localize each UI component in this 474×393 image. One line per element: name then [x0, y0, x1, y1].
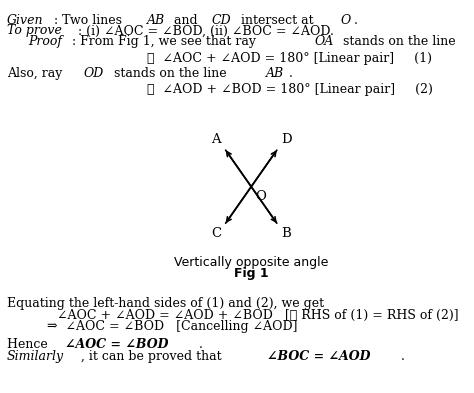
- Text: : From Fig 1, we see that ray: : From Fig 1, we see that ray: [72, 35, 260, 48]
- Text: : Two lines: : Two lines: [54, 14, 126, 27]
- Text: AB: AB: [147, 14, 165, 27]
- Text: To prove: To prove: [7, 24, 62, 37]
- Text: B: B: [281, 227, 291, 240]
- Text: Vertically opposite angle: Vertically opposite angle: [174, 256, 328, 269]
- Text: OD: OD: [84, 67, 104, 80]
- Text: stands on the line: stands on the line: [339, 35, 460, 48]
- Text: CD: CD: [211, 14, 231, 27]
- Text: ∠BOC = ∠AOD: ∠BOC = ∠AOD: [267, 350, 371, 363]
- Text: ∴  ∠AOD + ∠BOD = 180° [Linear pair]     (2): ∴ ∠AOD + ∠BOD = 180° [Linear pair] (2): [147, 83, 433, 96]
- Text: OA: OA: [314, 35, 333, 48]
- Text: O: O: [255, 190, 266, 203]
- Text: ∠AOC + ∠AOD = ∠AOD + ∠BOD   [∵ RHS of (1) = RHS of (2)]: ∠AOC + ∠AOD = ∠AOD + ∠BOD [∵ RHS of (1) …: [57, 309, 458, 322]
- Text: ⇒  ∠AOC = ∠BOD   [Cancelling ∠AOD]: ⇒ ∠AOC = ∠BOD [Cancelling ∠AOD]: [47, 320, 298, 333]
- Text: Given: Given: [7, 14, 44, 27]
- Text: Similarly: Similarly: [7, 350, 64, 363]
- Text: ∴  ∠AOC + ∠AOD = 180° [Linear pair]     (1): ∴ ∠AOC + ∠AOD = 180° [Linear pair] (1): [147, 52, 432, 65]
- Text: .: .: [199, 338, 202, 351]
- Text: .: .: [401, 350, 405, 363]
- Text: D: D: [281, 134, 292, 147]
- Text: C: C: [211, 227, 221, 240]
- Text: AB: AB: [265, 67, 283, 80]
- Text: intersect at: intersect at: [237, 14, 317, 27]
- Text: Equating the left-hand sides of (1) and (2), we get: Equating the left-hand sides of (1) and …: [7, 297, 324, 310]
- Text: stands on the line: stands on the line: [110, 67, 230, 80]
- Text: ∠AOC = ∠BOD: ∠AOC = ∠BOD: [65, 338, 168, 351]
- Text: Fig 1: Fig 1: [234, 268, 269, 281]
- Text: Also, ray: Also, ray: [7, 67, 66, 80]
- Text: , it can be proved that: , it can be proved that: [81, 350, 226, 363]
- Text: Proof: Proof: [28, 35, 62, 48]
- Text: .: .: [289, 67, 293, 80]
- Text: A: A: [211, 134, 221, 147]
- Text: Hence: Hence: [7, 338, 52, 351]
- Text: .: .: [354, 14, 358, 27]
- Text: O: O: [341, 14, 351, 27]
- Text: : (i) ∠AOC = ∠BOD, (ii) ∠BOC = ∠AOD.: : (i) ∠AOC = ∠BOD, (ii) ∠BOC = ∠AOD.: [78, 24, 334, 37]
- Text: and: and: [171, 14, 202, 27]
